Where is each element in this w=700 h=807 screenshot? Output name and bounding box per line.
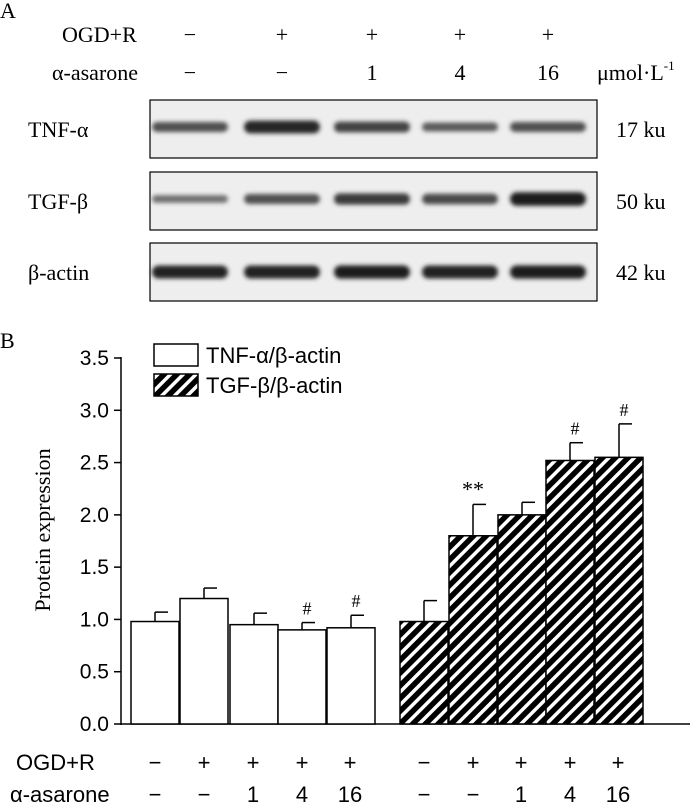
asarone-axis-row-label: α-asarone xyxy=(10,782,110,807)
ogd-sign: − xyxy=(149,750,162,775)
legend: TNF-α/β-actin TGF-β/β-actin xyxy=(153,343,343,398)
y-tick-label: 0.5 xyxy=(80,661,109,684)
bar-marks: # # ** # # xyxy=(130,400,644,725)
legend-swatch xyxy=(153,343,199,367)
bar xyxy=(130,620,180,725)
blot-band xyxy=(510,122,586,132)
ogd-sign: + xyxy=(515,750,528,775)
asarone-row-label: α-asarone xyxy=(52,60,138,85)
blot-protein-label: TGF-β xyxy=(28,189,88,214)
asarone-dose: 1 xyxy=(515,782,527,807)
blot-row: TGF-β 50 ku xyxy=(28,171,666,231)
asarone-dose: 4 xyxy=(296,782,308,807)
blot-band xyxy=(422,265,498,279)
asarone-dose: − xyxy=(276,60,288,85)
blot-band xyxy=(510,265,586,279)
legend-label: TNF-α/β-actin xyxy=(206,343,341,368)
blot-band xyxy=(510,192,586,206)
y-tick-label: 2.5 xyxy=(80,452,109,475)
blot-band xyxy=(152,122,228,132)
ogd-sign: + xyxy=(296,750,309,775)
ogd-sign: − xyxy=(418,750,431,775)
asarone-dose: 16 xyxy=(606,782,630,807)
y-axis: 0.0 0.5 1.0 1.5 2.0 2.5 3.0 3.5 xyxy=(80,347,690,736)
blot-band xyxy=(152,265,228,279)
y-tick-label: 2.0 xyxy=(80,504,109,527)
panel-b-label: B xyxy=(0,328,15,353)
blot-band xyxy=(422,193,498,205)
blot-band xyxy=(244,120,320,134)
ogd-sign: + xyxy=(564,750,577,775)
asarone-dose: − xyxy=(198,782,211,807)
bar xyxy=(179,597,229,725)
bar xyxy=(326,627,376,725)
legend-swatch xyxy=(153,373,199,397)
legend-label: TGF-β/β-actin xyxy=(206,373,343,398)
blot-size-label: 42 ku xyxy=(616,260,666,285)
ogd-sign: + xyxy=(344,750,357,775)
ogd-sign: + xyxy=(542,22,554,47)
blot-band xyxy=(334,193,410,205)
asarone-dose: − xyxy=(149,782,162,807)
unit-superscript: -1 xyxy=(664,58,675,73)
blot-band xyxy=(334,121,410,133)
blot-band xyxy=(334,265,410,279)
blot-band xyxy=(244,265,320,279)
blot-row: TNF-α 17 ku xyxy=(28,99,666,159)
western-blots: TNF-α 17 ku TGF-β 50 ku β-actin 42 ku xyxy=(28,99,666,302)
blot-band xyxy=(244,194,320,204)
x-axis-condition-labels: − + + + + − + + + + − − 1 4 16 − − 1 4 16 xyxy=(149,750,631,807)
blot-band xyxy=(152,195,228,203)
y-tick-label: 3.5 xyxy=(80,347,109,370)
ogd-axis-row-label: OGD+R xyxy=(16,750,95,775)
panel-a-condition-labels: − + + + + − − 1 4 16 xyxy=(184,22,559,85)
asarone-dose: 4 xyxy=(564,782,576,807)
y-tick-label: 1.0 xyxy=(80,608,109,631)
asarone-dose: 16 xyxy=(338,782,362,807)
panel-a-label: A xyxy=(0,0,16,23)
blot-band xyxy=(422,122,498,132)
blot-row: β-actin 42 ku xyxy=(28,242,666,302)
significance-hash: # xyxy=(620,400,629,420)
asarone-dose: − xyxy=(418,782,431,807)
ogd-sign: + xyxy=(366,22,378,47)
ogd-sign: + xyxy=(198,750,211,775)
bar xyxy=(399,620,449,725)
bar xyxy=(545,459,595,725)
y-axis-title: Protein expression xyxy=(30,448,55,611)
blot-size-label: 50 ku xyxy=(616,189,666,214)
significance-hash: # xyxy=(571,419,580,439)
ogd-sign: + xyxy=(467,750,480,775)
asarone-dose: 4 xyxy=(455,60,466,85)
y-tick-label: 3.0 xyxy=(80,399,109,422)
ogd-sign: + xyxy=(276,22,288,47)
asarone-dose: 1 xyxy=(367,60,378,85)
bar xyxy=(594,456,644,725)
svg-text:μmol·L-1: μmol·L-1 xyxy=(597,58,675,85)
significance-hash: # xyxy=(352,591,361,611)
asarone-dose: 16 xyxy=(537,60,559,85)
bar xyxy=(497,514,547,725)
y-tick-label: 0.0 xyxy=(80,713,109,736)
significance-hash: # xyxy=(303,599,312,619)
bar xyxy=(448,535,498,725)
bar xyxy=(277,629,327,725)
unit-main: μmol·L xyxy=(597,60,664,85)
asarone-dose: − xyxy=(467,782,480,807)
y-tick-label: 1.5 xyxy=(80,556,109,579)
bar xyxy=(229,623,279,725)
significance-stars: ** xyxy=(462,476,484,501)
blot-size-label: 17 ku xyxy=(616,117,666,142)
ogd-row-label: OGD+R xyxy=(62,22,137,47)
ogd-sign: + xyxy=(247,750,260,775)
blot-protein-label: β-actin xyxy=(28,260,89,285)
ogd-sign: + xyxy=(612,750,625,775)
asarone-dose: 1 xyxy=(247,782,259,807)
unit-label: μmol·L-1 xyxy=(597,58,675,85)
blot-protein-label: TNF-α xyxy=(28,117,89,142)
asarone-dose: − xyxy=(184,60,196,85)
ogd-sign: + xyxy=(454,22,466,47)
ogd-sign: − xyxy=(184,22,196,47)
